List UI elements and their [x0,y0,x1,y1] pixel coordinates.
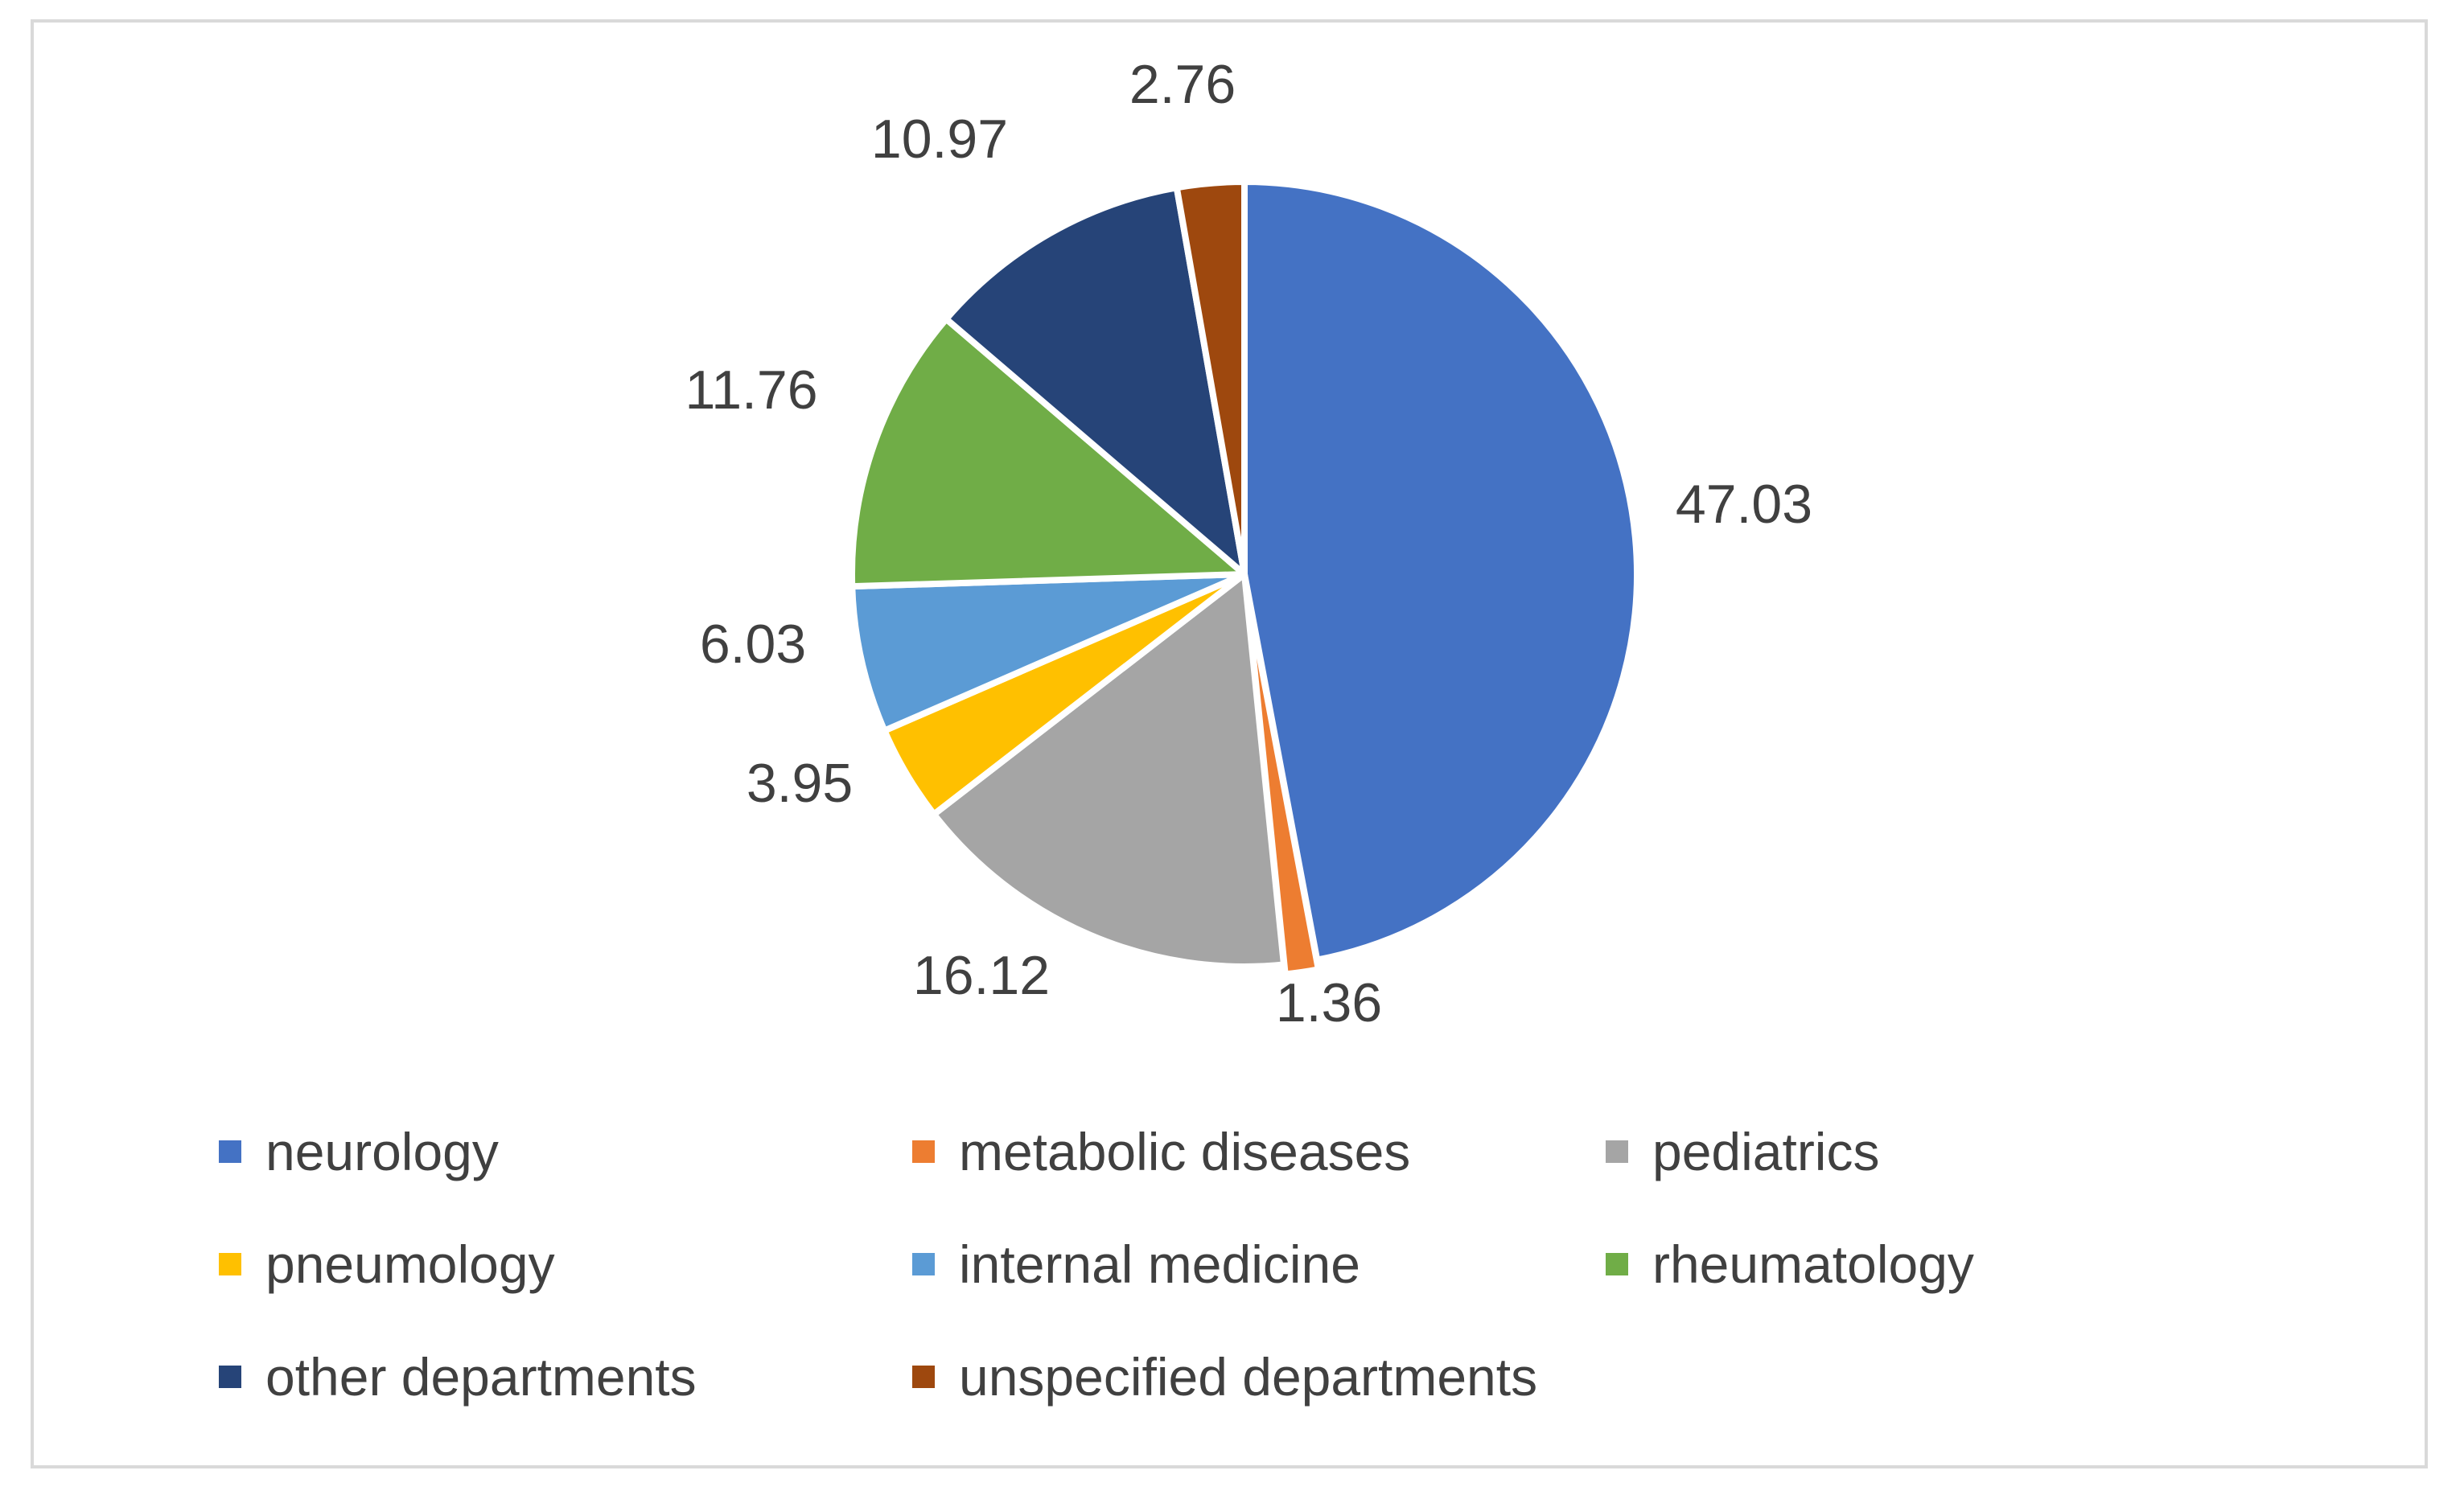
legend-item-internal-medicine: internal medicine [912,1232,1360,1296]
data-label-unspecified-departments: 2.76 [1129,54,1236,115]
legend-label: unspecified departments [959,1347,1538,1407]
pie-slice-pediatrics [930,571,1287,970]
legend-swatch [1606,1253,1628,1275]
pie-data-labels: 47.03 1.36 16.12 3.95 6.03 11.76 10.97 2.76 [685,54,1812,1033]
legend-item-pneumology: pneumology [219,1232,555,1296]
legend-item-other-departments: other departments [219,1345,697,1409]
legend-swatch [219,1140,241,1163]
pie-slice-metabolic-diseases [1242,580,1322,978]
legend-swatch [219,1253,241,1275]
legend-label: pneumology [265,1234,555,1294]
legend-label: metabolic diseases [959,1122,1411,1181]
data-label-neurology: 47.03 [1676,474,1812,535]
data-label-other-departments: 10.97 [871,109,1008,170]
legend-swatch [912,1253,935,1275]
legend-item-pediatrics: pediatrics [1606,1119,1879,1184]
legend-label: other departments [265,1347,697,1407]
legend-item-neurology: neurology [219,1119,499,1184]
legend-swatch [912,1366,935,1388]
data-label-metabolic-diseases: 1.36 [1276,972,1382,1033]
legend-item-metabolic-diseases: metabolic diseases [912,1119,1410,1184]
legend-item-unspecified-departments: unspecified departments [912,1345,1537,1409]
legend-label: neurology [265,1122,499,1181]
pie-slice-neurology [1241,179,1640,963]
pie-slice-internal-medicine [849,571,1248,734]
data-label-pneumology: 3.95 [747,753,853,814]
legend-swatch [1606,1140,1628,1163]
data-label-pediatrics: 16.12 [913,945,1050,1006]
data-label-internal-medicine: 6.03 [700,614,806,675]
legend-swatch [219,1366,241,1388]
legend-label: rheumatology [1652,1234,1974,1294]
pie-slice-other-departments [943,184,1248,577]
pie-slices [849,179,1640,978]
legend-label: internal medicine [959,1234,1360,1294]
pie-slice-unspecified-departments [1173,179,1248,577]
legend-label: pediatrics [1652,1122,1880,1181]
legend-item-rheumatology: rheumatology [1606,1232,1974,1296]
data-label-rheumatology: 11.76 [685,359,817,421]
legend-swatch [912,1140,935,1163]
pie-slice-rheumatology [849,315,1248,590]
